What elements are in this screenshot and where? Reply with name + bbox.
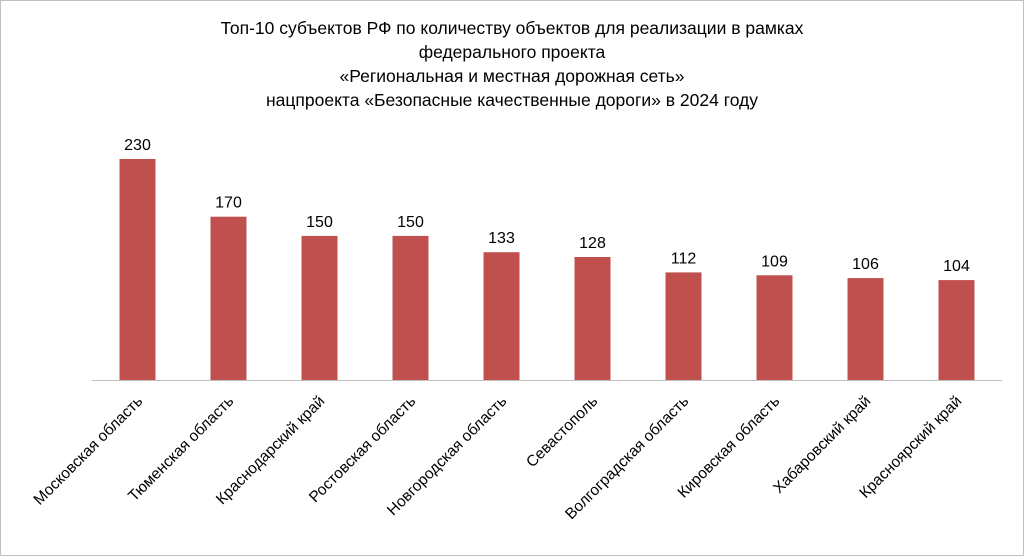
x-tick-label-8: Кировская область [675,393,784,502]
bar-9 [847,278,884,380]
x-tick-label-6: Севастополь [523,393,601,471]
bar-2 [210,216,247,380]
bar-8 [756,275,793,380]
chart-title-line-3: «Региональная и местная дорожная сеть» [339,66,684,86]
bar-1 [119,159,156,380]
bar-10 [938,280,975,380]
data-label-4: 150 [397,214,424,231]
data-label-5: 133 [488,230,515,247]
data-label-8: 109 [761,253,788,270]
chart-title-line-4: нацпроекта «Безопасные качественные доро… [266,90,758,110]
bar-7 [665,272,702,380]
data-label-2: 170 [215,195,242,212]
bar-4 [392,235,429,380]
data-label-1: 230 [124,137,151,154]
data-label-10: 104 [943,258,970,275]
data-label-9: 106 [852,256,879,273]
bar-6 [574,257,611,380]
data-label-7: 112 [671,250,697,267]
chart-title-line-2: федерального проекта [419,42,606,62]
bar-5 [483,252,520,380]
chart-title: Топ-10 субъектов РФ по количеству объект… [221,18,804,110]
bar-3 [301,235,338,380]
data-label-6: 128 [579,235,606,252]
data-label-3: 150 [306,214,333,231]
x-tick-label-10: Красноярский край [856,393,965,502]
chart-title-line-1: Топ-10 субъектов РФ по количеству объект… [221,18,804,38]
x-tick-label-9: Хабаровский край [770,393,874,497]
